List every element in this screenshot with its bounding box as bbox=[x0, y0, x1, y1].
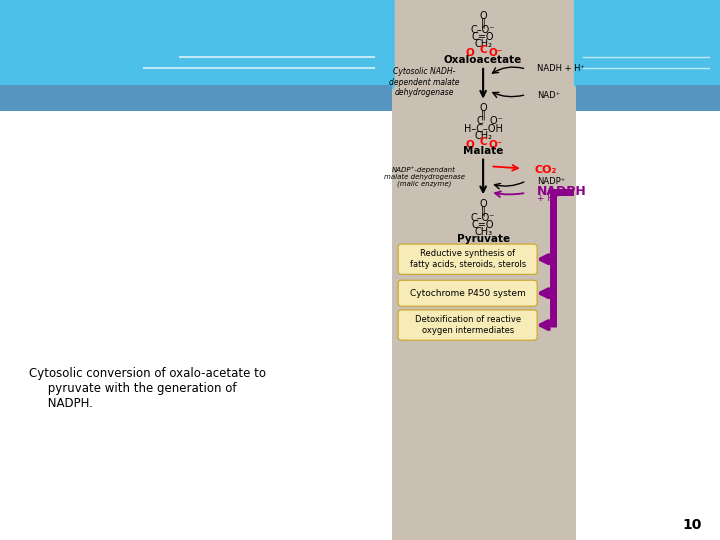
Bar bbox=[392, 0, 576, 540]
FancyBboxPatch shape bbox=[0, 0, 395, 91]
Text: Malate: Malate bbox=[463, 146, 503, 156]
FancyBboxPatch shape bbox=[398, 310, 537, 340]
Text: C–O⁻: C–O⁻ bbox=[471, 213, 495, 222]
Text: Reductive synthesis of
fatty acids, steroids, sterols: Reductive synthesis of fatty acids, ster… bbox=[410, 249, 526, 269]
Text: O⁻: O⁻ bbox=[489, 140, 503, 150]
Bar bbox=[576, 85, 720, 111]
Text: Cytochrome P450 system: Cytochrome P450 system bbox=[410, 289, 526, 298]
FancyBboxPatch shape bbox=[574, 0, 720, 88]
Text: Oxaloacetate: Oxaloacetate bbox=[444, 56, 522, 65]
Text: O: O bbox=[480, 199, 487, 209]
Text: O: O bbox=[466, 48, 474, 58]
Text: ‖: ‖ bbox=[481, 18, 485, 29]
Text: C–O⁻: C–O⁻ bbox=[471, 25, 495, 35]
Text: C: C bbox=[480, 45, 487, 55]
FancyBboxPatch shape bbox=[398, 244, 537, 274]
Text: C  O⁻: C O⁻ bbox=[477, 117, 503, 126]
Text: CO₂: CO₂ bbox=[535, 165, 557, 174]
Text: Cytosolic conversion of oxalo-acetate to
     pyruvate with the generation of
  : Cytosolic conversion of oxalo-acetate to… bbox=[29, 367, 266, 410]
Text: C: C bbox=[480, 137, 487, 147]
Text: Detoxification of reactive
oxygen intermediates: Detoxification of reactive oxygen interm… bbox=[415, 315, 521, 335]
Text: NADH + H⁺: NADH + H⁺ bbox=[537, 64, 585, 72]
Text: C=O: C=O bbox=[472, 32, 495, 42]
Text: O⁻: O⁻ bbox=[489, 48, 503, 58]
Text: H–C–OH: H–C–OH bbox=[464, 124, 503, 133]
Text: NADP⁺: NADP⁺ bbox=[537, 178, 565, 186]
Text: ‖: ‖ bbox=[481, 206, 485, 217]
Text: O: O bbox=[466, 140, 474, 150]
Text: CH₂: CH₂ bbox=[474, 39, 492, 49]
Bar bbox=[0, 85, 392, 111]
Text: Pyruvate: Pyruvate bbox=[456, 234, 510, 244]
Text: ‖: ‖ bbox=[481, 110, 485, 120]
Text: CH₃: CH₃ bbox=[474, 227, 492, 237]
Text: NADP⁺-dependant
malate dehydrogenase
(malic enzyme): NADP⁺-dependant malate dehydrogenase (ma… bbox=[384, 166, 464, 187]
Text: NADPH: NADPH bbox=[537, 185, 587, 198]
Text: + H⁺: + H⁺ bbox=[537, 194, 559, 203]
Text: CH₂: CH₂ bbox=[474, 131, 492, 140]
FancyBboxPatch shape bbox=[0, 0, 395, 88]
Text: C=O: C=O bbox=[472, 220, 495, 229]
Text: O: O bbox=[480, 103, 487, 113]
Text: Cytosolic NADH-
dependent malate
dehydrogenase: Cytosolic NADH- dependent malate dehydro… bbox=[389, 67, 459, 97]
Text: 10: 10 bbox=[683, 518, 702, 532]
Text: NAD⁺: NAD⁺ bbox=[537, 91, 560, 100]
Text: O: O bbox=[480, 11, 487, 21]
FancyBboxPatch shape bbox=[398, 280, 537, 306]
